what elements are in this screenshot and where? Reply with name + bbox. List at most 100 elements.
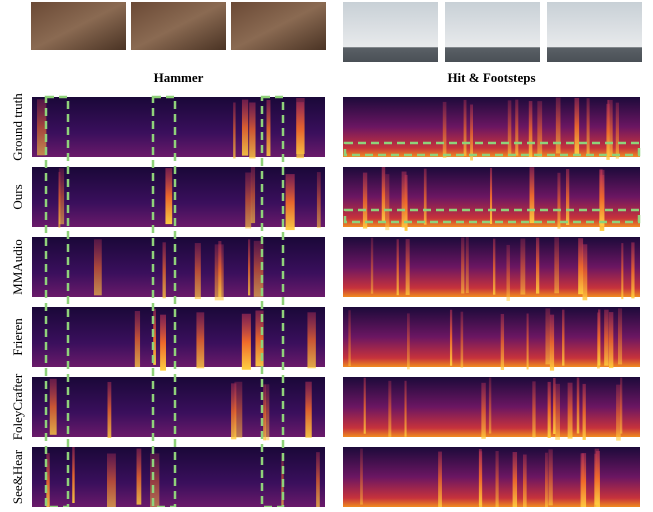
spectrogram-streak bbox=[137, 449, 142, 505]
row-label: See&Hear bbox=[10, 449, 25, 504]
frame bbox=[547, 2, 642, 62]
spectrogram-streak bbox=[616, 385, 621, 441]
spectrogram-streak bbox=[481, 383, 485, 439]
spectrogram-streak bbox=[265, 384, 269, 440]
spectrogram-streak bbox=[233, 102, 235, 158]
spectrogram-streak bbox=[363, 173, 367, 229]
spectrogram bbox=[343, 307, 640, 367]
spectrogram-streak bbox=[360, 449, 363, 505]
spectrogram-streak bbox=[248, 239, 250, 295]
spectrogram-streak bbox=[348, 310, 350, 366]
spectrogram bbox=[32, 447, 325, 507]
spectrogram-streak bbox=[574, 98, 579, 154]
spectrogram-streak bbox=[479, 451, 482, 507]
row-label: Ground truth bbox=[10, 93, 25, 161]
row-label: MMAudio bbox=[10, 239, 25, 295]
spectrogram-streak bbox=[616, 103, 619, 159]
highlight-boxes bbox=[46, 97, 639, 507]
spectrogram-streak bbox=[286, 174, 295, 230]
spectrogram-streak bbox=[267, 100, 271, 156]
spectrogram bbox=[32, 97, 325, 157]
spectrogram-streak bbox=[196, 312, 204, 368]
row-label: FoleyCrafter bbox=[10, 373, 25, 440]
spectrogram-streak bbox=[527, 313, 529, 369]
spectrogram-streak bbox=[388, 381, 391, 437]
spectrogram-streak bbox=[249, 102, 255, 158]
spectrogram-streak bbox=[461, 237, 464, 293]
spectrogram-streak bbox=[371, 238, 373, 294]
frame bbox=[343, 2, 438, 62]
spectrogram-streak bbox=[163, 242, 166, 298]
spectrogram-streak bbox=[466, 237, 469, 293]
spectrogram-streak bbox=[424, 169, 427, 225]
spectrogram-streak bbox=[94, 239, 102, 295]
column-title: Hit & Footsteps bbox=[447, 70, 535, 85]
spectrogram-streak bbox=[242, 100, 248, 156]
spectrogram-streak bbox=[195, 243, 201, 299]
spectrogram-streak bbox=[631, 242, 634, 298]
spectrogram-streak bbox=[296, 102, 304, 158]
spectrogram-streak bbox=[160, 315, 166, 371]
spectrogram-streak bbox=[464, 100, 467, 156]
spectrogram bbox=[32, 167, 325, 227]
spectrogram-streak bbox=[307, 312, 315, 368]
spectrogram-streak bbox=[58, 172, 60, 228]
spectrogram-streak bbox=[150, 453, 159, 507]
frame bbox=[231, 2, 326, 50]
spectrogram-streak bbox=[450, 310, 452, 366]
spectrogram-streak bbox=[397, 239, 399, 295]
spectrogram-streak bbox=[583, 244, 588, 300]
spectrogram-streak bbox=[107, 454, 116, 507]
spectrogram bbox=[343, 237, 640, 297]
spectrogram-streak bbox=[537, 101, 542, 157]
video-frames bbox=[31, 2, 642, 62]
spectrogram-streak bbox=[536, 238, 539, 294]
spectrogram-streak bbox=[550, 315, 554, 371]
row-label: Frieren bbox=[10, 318, 25, 356]
spectrogram-streak bbox=[578, 238, 583, 294]
spectrogram-streak bbox=[490, 168, 492, 224]
spectrogram-streak bbox=[618, 308, 622, 364]
spectrogram-streak bbox=[515, 100, 518, 156]
spectrogram-streak bbox=[72, 447, 74, 503]
spectrogram-streak bbox=[263, 384, 266, 440]
spectrogram-streak bbox=[364, 378, 366, 434]
spectrogram-streak bbox=[604, 310, 608, 366]
spectrogram-streak bbox=[587, 98, 590, 154]
spectrogram-streak bbox=[545, 453, 548, 507]
spectrogram-streak bbox=[609, 312, 613, 368]
spectrogram-streak bbox=[568, 383, 573, 439]
spectrogram-streak bbox=[406, 239, 410, 295]
highlight bbox=[262, 97, 283, 507]
spectrogram bbox=[343, 377, 640, 437]
spectrogram-streak bbox=[508, 100, 512, 156]
spectrogram-streak bbox=[562, 310, 564, 366]
spectrogram-streak bbox=[621, 243, 623, 299]
spectrogram-streak bbox=[598, 309, 600, 365]
spectrogram-streak bbox=[305, 382, 311, 438]
spectrogram-streak bbox=[242, 314, 251, 370]
frame bbox=[131, 2, 226, 50]
spectrogram-streak bbox=[245, 173, 251, 229]
spectrogram-streak bbox=[556, 97, 561, 153]
spectrogram-streak bbox=[493, 239, 495, 295]
spectrogram-streak bbox=[506, 245, 509, 301]
spectrogram-streak bbox=[529, 101, 533, 157]
spectrograms bbox=[32, 97, 640, 507]
spectrogram-streak bbox=[501, 314, 504, 370]
spectrogram-streak bbox=[601, 170, 605, 226]
spectrogram-streak bbox=[606, 104, 609, 160]
row-label: Ours bbox=[10, 184, 25, 209]
spectrogram-streak bbox=[548, 449, 552, 505]
spectrogram-streak bbox=[443, 102, 447, 158]
spectrogram-streak bbox=[595, 449, 599, 505]
spectrogram-streak bbox=[317, 172, 321, 228]
spectrogram bbox=[343, 97, 640, 157]
spectrogram-streak bbox=[496, 451, 499, 507]
frame bbox=[31, 2, 126, 50]
frame bbox=[445, 2, 540, 62]
highlight bbox=[46, 97, 68, 507]
spectrogram bbox=[32, 377, 325, 437]
spectrogram-streak bbox=[548, 382, 551, 438]
figure: HammerHit & FootstepsGround truthOursMMA… bbox=[0, 0, 653, 507]
